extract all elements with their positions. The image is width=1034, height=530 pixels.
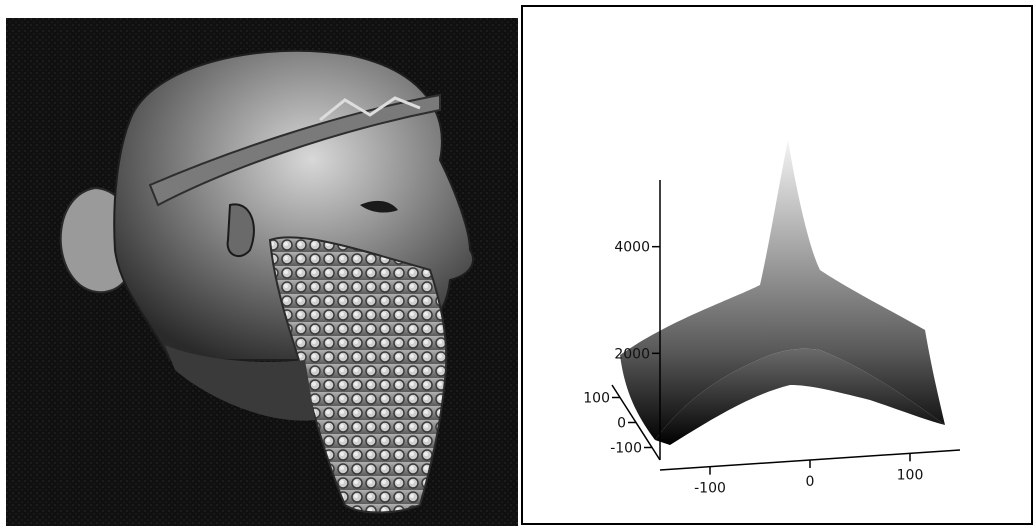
y-ticks: 100 0 -100: [583, 391, 652, 457]
surface-plot: 2000 4000 100 0 -100 -100 0 100: [521, 5, 1033, 525]
y-tick-label-2: -100: [610, 441, 642, 457]
plot-panel: 2000 4000 100 0 -100 -100 0 100: [520, 0, 1034, 526]
x-ticks: -100 0 100: [694, 453, 924, 497]
y-tick-label-0: 100: [583, 391, 610, 407]
z-tick-label-1: 4000: [614, 240, 650, 256]
x-tick-label-0: -100: [694, 481, 726, 497]
x-tick-label-2: 100: [897, 467, 924, 483]
photo-panel: [0, 0, 520, 526]
surface-back: [620, 140, 945, 440]
headband: [148, 93, 441, 207]
bearded-head-sculpture-image: [6, 18, 518, 526]
z-tick-label-0: 2000: [614, 346, 650, 362]
surface-front: [655, 348, 945, 445]
x-tick-label-1: 0: [806, 474, 815, 490]
ear: [226, 203, 255, 258]
headband-pattern: [319, 96, 421, 122]
y-tick-label-1: 0: [617, 416, 626, 432]
neck: [165, 345, 315, 421]
eye: [360, 200, 398, 213]
z-ticks: 2000 4000: [614, 240, 660, 362]
